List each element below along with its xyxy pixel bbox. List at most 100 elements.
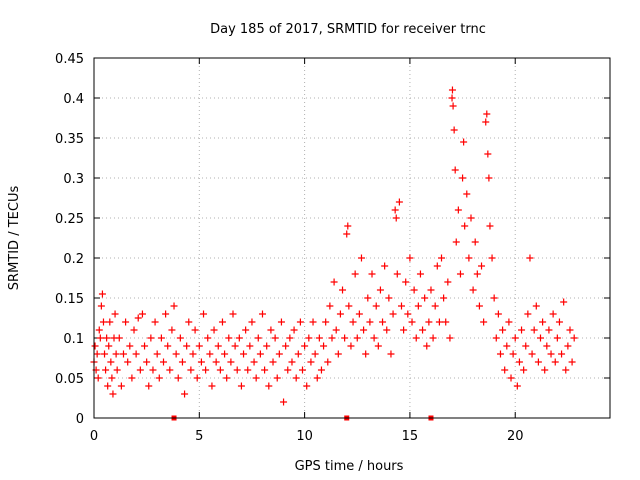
data-point <box>96 334 104 342</box>
data-point <box>463 190 471 198</box>
y-tick-label: 0 <box>76 412 84 427</box>
data-point <box>421 294 429 302</box>
data-point <box>242 326 250 334</box>
data-point <box>385 294 393 302</box>
data-point <box>258 310 266 318</box>
data-point <box>315 334 323 342</box>
data-point <box>112 350 120 358</box>
data-point <box>562 366 570 374</box>
data-point <box>381 262 389 270</box>
x-axis-label: GPS time / hours <box>295 459 404 474</box>
data-point <box>364 294 372 302</box>
data-point <box>296 318 304 326</box>
data-point <box>202 366 210 374</box>
data-point <box>97 302 105 310</box>
data-point <box>128 374 136 382</box>
data-point <box>141 342 149 350</box>
data-point <box>509 350 517 358</box>
data-point <box>395 198 403 206</box>
data-point <box>449 102 457 110</box>
data-point <box>195 342 203 350</box>
grid-lines <box>94 58 610 418</box>
data-point <box>553 334 561 342</box>
data-point <box>132 350 140 358</box>
data-point <box>490 294 498 302</box>
y-tick-label: 0.15 <box>55 292 84 307</box>
data-point <box>122 318 130 326</box>
data-point <box>229 310 237 318</box>
data-point <box>244 366 252 374</box>
data-point <box>332 326 340 334</box>
data-point <box>336 310 344 318</box>
data-point <box>119 350 127 358</box>
data-point <box>448 86 456 94</box>
plot-frame <box>93 57 611 419</box>
data-point <box>454 206 462 214</box>
data-point <box>187 366 195 374</box>
data-point <box>433 262 441 270</box>
data-point <box>138 310 146 318</box>
data-point <box>488 254 496 262</box>
data-point <box>240 350 248 358</box>
data-point <box>484 150 492 158</box>
data-point <box>355 310 363 318</box>
data-point <box>471 238 479 246</box>
y-tick-label: 0.45 <box>55 52 84 67</box>
data-point <box>505 318 513 326</box>
data-point <box>237 382 245 390</box>
data-point <box>227 358 235 366</box>
data-point <box>151 318 159 326</box>
data-point <box>427 286 435 294</box>
data-point <box>568 358 576 366</box>
data-point <box>126 342 134 350</box>
data-point <box>459 174 467 182</box>
y-tick-label: 0.1 <box>63 332 84 347</box>
data-point <box>376 286 384 294</box>
data-point <box>349 318 357 326</box>
data-point <box>496 350 504 358</box>
data-point <box>174 374 182 382</box>
data-point <box>218 318 226 326</box>
data-point <box>252 374 260 382</box>
data-point <box>345 302 353 310</box>
data-point <box>513 382 521 390</box>
data-point <box>172 350 180 358</box>
data-point <box>210 326 218 334</box>
data-point <box>157 334 165 342</box>
data-point <box>446 334 454 342</box>
data-point <box>392 214 400 222</box>
data-point <box>431 302 439 310</box>
data-point <box>290 326 298 334</box>
data-point <box>334 350 342 358</box>
data-point <box>543 342 551 350</box>
data-point <box>134 314 142 322</box>
data-point <box>558 350 566 358</box>
data-point <box>231 342 239 350</box>
data-point <box>106 318 114 326</box>
data-point <box>339 286 347 294</box>
data-point <box>570 334 578 342</box>
y-tick-label: 0.05 <box>55 372 84 387</box>
data-point <box>389 310 397 318</box>
data-point <box>109 390 117 398</box>
x-tick-label: 20 <box>507 429 524 444</box>
data-point <box>408 318 416 326</box>
data-point <box>393 270 401 278</box>
x-tick-label: 10 <box>296 429 313 444</box>
data-point <box>328 334 336 342</box>
data-point <box>223 374 231 382</box>
data-point <box>193 374 201 382</box>
data-point <box>143 358 151 366</box>
data-point <box>423 342 431 350</box>
data-point <box>102 366 110 374</box>
data-point <box>366 318 374 326</box>
data-point <box>461 222 469 230</box>
data-point <box>191 326 199 334</box>
data-point <box>473 270 481 278</box>
data-point <box>263 342 271 350</box>
data-point <box>153 350 161 358</box>
x-tick-label: 0 <box>90 429 98 444</box>
data-point <box>145 382 153 390</box>
data-point <box>440 294 448 302</box>
